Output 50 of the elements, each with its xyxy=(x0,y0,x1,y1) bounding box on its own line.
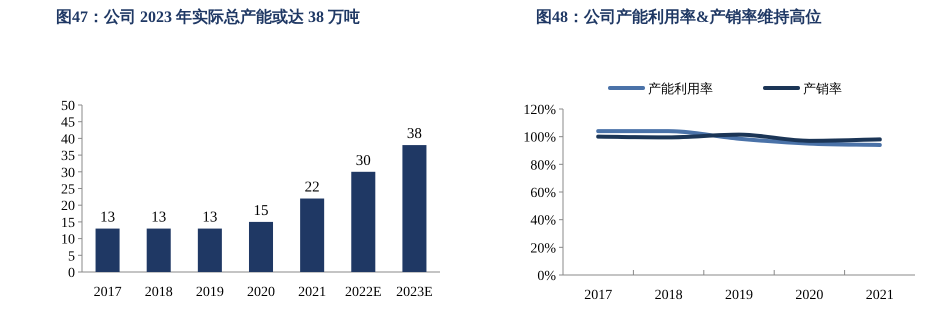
y-tick-label: 20 xyxy=(61,199,75,214)
x-tick-label: 2022E xyxy=(345,285,382,300)
x-tick-label: 2018 xyxy=(654,288,683,303)
y-tick-label: 15 xyxy=(61,216,75,231)
y-tick-label: 5 xyxy=(68,249,75,264)
x-tick-label: 2017 xyxy=(94,285,122,300)
data-label: 30 xyxy=(356,152,371,169)
x-tick-label: 2019 xyxy=(196,285,224,300)
data-label: 13 xyxy=(202,210,218,226)
bar xyxy=(198,228,222,272)
y-tick-label: 20% xyxy=(530,241,556,256)
bar xyxy=(96,228,120,272)
y-tick-label: 40 xyxy=(61,132,75,148)
data-label: 13 xyxy=(151,210,166,226)
x-tick-label: 2020 xyxy=(247,285,275,300)
x-tick-label: 2018 xyxy=(144,285,173,300)
data-label: 22 xyxy=(304,180,320,196)
data-label: 38 xyxy=(406,126,422,142)
data-label: 15 xyxy=(254,202,268,219)
x-tick-label: 2021 xyxy=(866,288,894,303)
y-tick-label: 0 xyxy=(68,266,75,281)
y-tick-label: 10 xyxy=(61,232,75,248)
bar xyxy=(351,172,376,272)
bar xyxy=(300,198,324,272)
chart-title: 图48：公司产能利用率&产销率维持高位 xyxy=(536,7,822,26)
x-tick-label: 2020 xyxy=(795,288,824,303)
y-tick-label: 80% xyxy=(530,158,556,174)
data-label: 13 xyxy=(100,210,116,226)
y-tick-label: 100% xyxy=(523,130,556,146)
legend-label: 产销率 xyxy=(803,81,842,96)
y-tick-label: 30 xyxy=(61,166,75,181)
y-tick-label: 45 xyxy=(61,116,75,131)
bar xyxy=(146,228,171,272)
y-tick-label: 120% xyxy=(523,103,556,118)
legend-label: 产能利用率 xyxy=(648,81,713,96)
bar xyxy=(248,222,274,272)
y-tick-label: 60% xyxy=(530,186,556,201)
x-tick-label: 2019 xyxy=(725,288,753,303)
line-series xyxy=(596,132,882,143)
line-series xyxy=(596,129,882,147)
x-tick-label: 2021 xyxy=(298,285,326,300)
y-tick-label: 35 xyxy=(61,149,75,164)
x-tick-label: 2023E xyxy=(396,285,433,300)
chart-title: 图47：公司 2023 年实际总产能或达 38 万吨 xyxy=(56,8,360,26)
y-tick-label: 40% xyxy=(530,214,556,229)
y-tick-label: 25 xyxy=(61,182,75,198)
bar xyxy=(402,145,426,272)
y-tick-label: 0% xyxy=(537,269,556,284)
y-tick-label: 50 xyxy=(61,99,75,114)
x-tick-label: 2017 xyxy=(584,288,612,303)
